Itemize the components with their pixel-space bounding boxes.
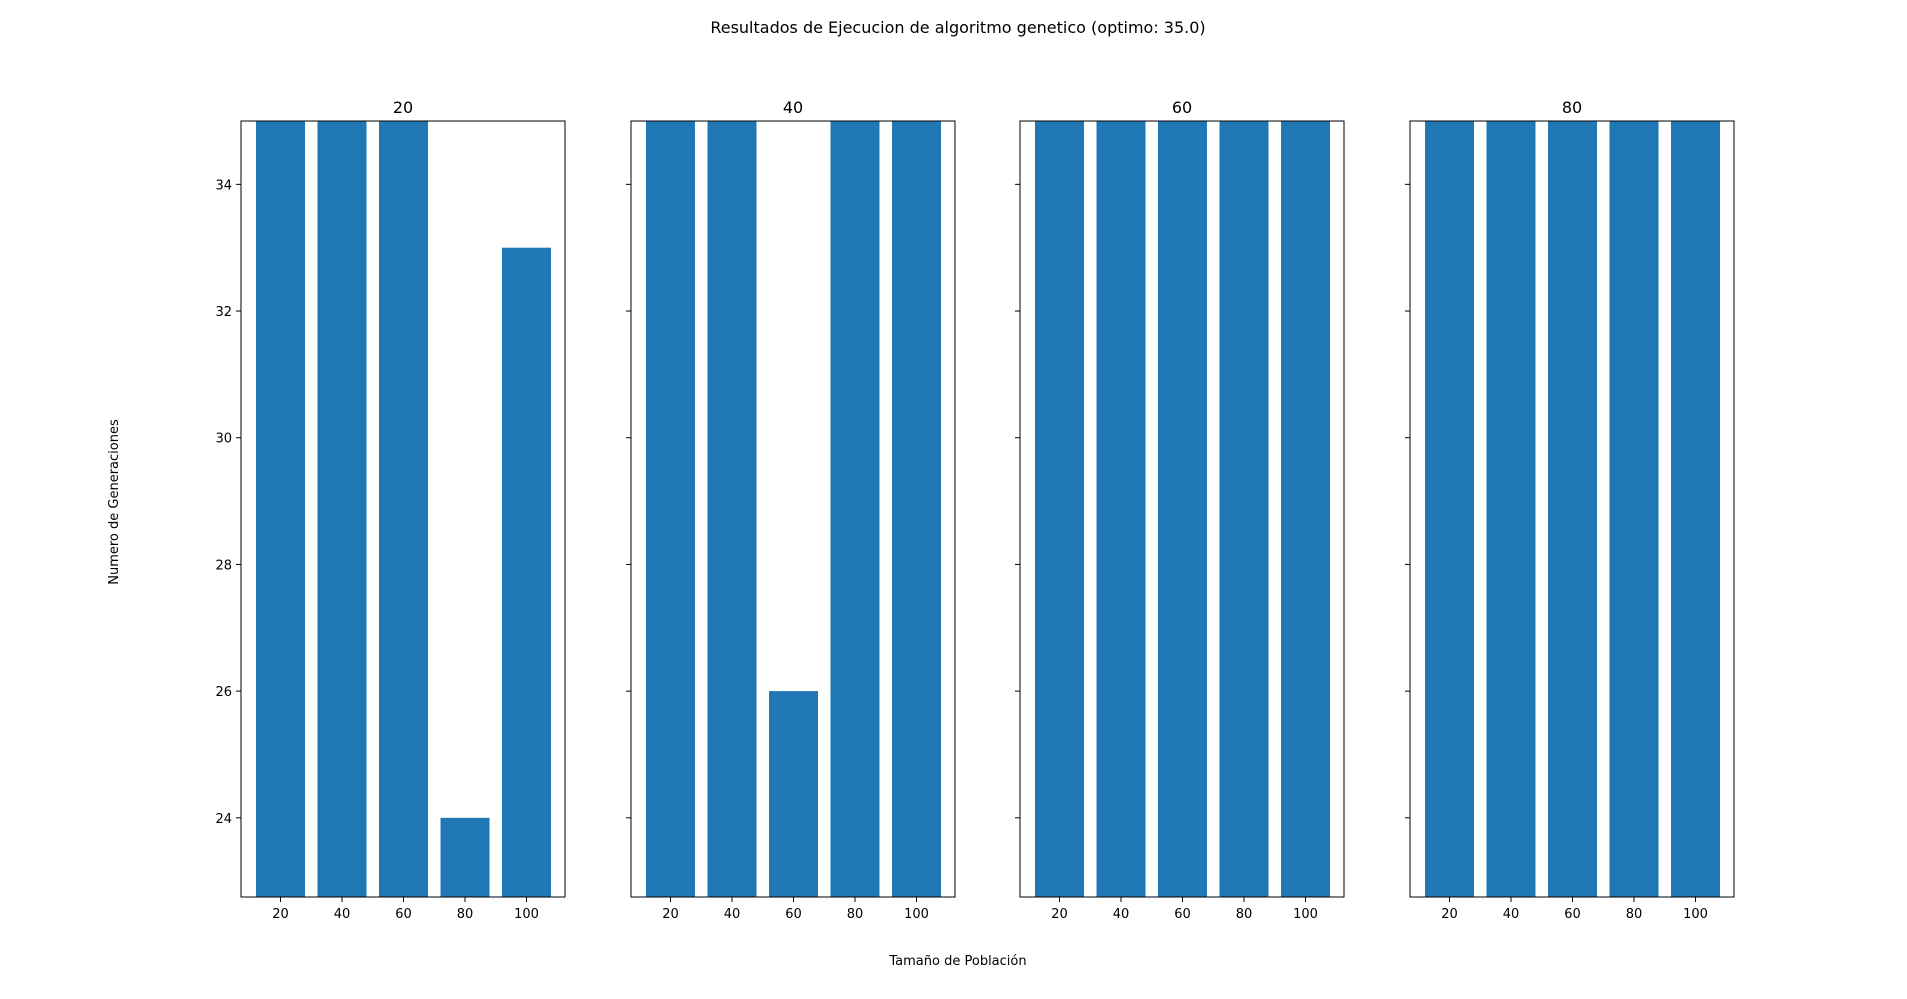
x-tick-label: 100	[514, 907, 539, 922]
x-tick-label: 100	[1683, 907, 1708, 922]
y-tick-label: 26	[215, 685, 232, 700]
x-tick-label: 60	[1174, 907, 1191, 922]
x-tick-label: 60	[1564, 907, 1581, 922]
bar	[1035, 121, 1084, 897]
subplot-title: 40	[783, 98, 803, 117]
x-axis-label: Tamaño de Población	[888, 954, 1026, 969]
bar	[1281, 121, 1330, 897]
axes-frame	[1409, 120, 1735, 898]
figure-title: Resultados de Ejecucion de algoritmo gen…	[710, 18, 1205, 37]
x-tick-label: 80	[457, 907, 474, 922]
bar	[317, 121, 367, 897]
x-tick-label: 80	[1626, 907, 1643, 922]
x-tick-label: 100	[1293, 907, 1318, 922]
bar	[1096, 121, 1146, 897]
subplot-title: 80	[1562, 98, 1582, 117]
y-tick-label: 24	[215, 812, 232, 827]
x-tick-label: 80	[847, 907, 864, 922]
x-tick-label: 60	[785, 907, 802, 922]
bar	[830, 121, 880, 897]
subplot-title: 60	[1172, 98, 1192, 117]
axes-frame	[240, 120, 566, 898]
y-tick-label: 34	[215, 178, 232, 193]
bar	[707, 121, 757, 897]
subplot-40: 20 40 60 80 100 40	[626, 98, 956, 922]
bar	[440, 817, 490, 897]
bar	[646, 121, 695, 897]
x-tick-label: 40	[724, 907, 741, 922]
y-axis-label: Numero de Generaciones	[107, 419, 122, 585]
bar	[1548, 121, 1597, 897]
x-tick-label: 40	[1503, 907, 1520, 922]
subplot-80: 20 40 60 80 100 80	[1405, 98, 1735, 922]
subplot-60: 20 40 60 80 100 60	[1015, 98, 1345, 922]
bar	[769, 691, 818, 897]
x-tick-label: 40	[1113, 907, 1130, 922]
axes-frame	[630, 120, 956, 898]
x-tick-label: 40	[334, 907, 351, 922]
bar	[379, 121, 428, 897]
bar	[1219, 121, 1269, 897]
bar	[892, 121, 941, 897]
x-tick-label: 60	[395, 907, 412, 922]
subplot-20: 20 40 60 80 100 24 26 28 30 32 34 20	[215, 98, 566, 922]
x-tick-label: 80	[1236, 907, 1253, 922]
x-tick-label: 100	[904, 907, 929, 922]
x-tick-label: 20	[1441, 907, 1458, 922]
subplot-title: 20	[393, 98, 413, 117]
axes-frame	[1019, 120, 1345, 898]
y-tick-label: 30	[215, 432, 232, 447]
bar	[502, 247, 551, 897]
bar	[1486, 121, 1536, 897]
bar	[1158, 121, 1207, 897]
y-tick-label: 28	[215, 558, 232, 573]
bar	[1609, 121, 1659, 897]
y-tick-label: 32	[215, 305, 232, 320]
x-tick-label: 20	[1051, 907, 1068, 922]
bar	[1671, 121, 1720, 897]
bar	[256, 121, 305, 897]
x-tick-label: 20	[272, 907, 289, 922]
bar	[1425, 121, 1474, 897]
x-tick-label: 20	[662, 907, 679, 922]
